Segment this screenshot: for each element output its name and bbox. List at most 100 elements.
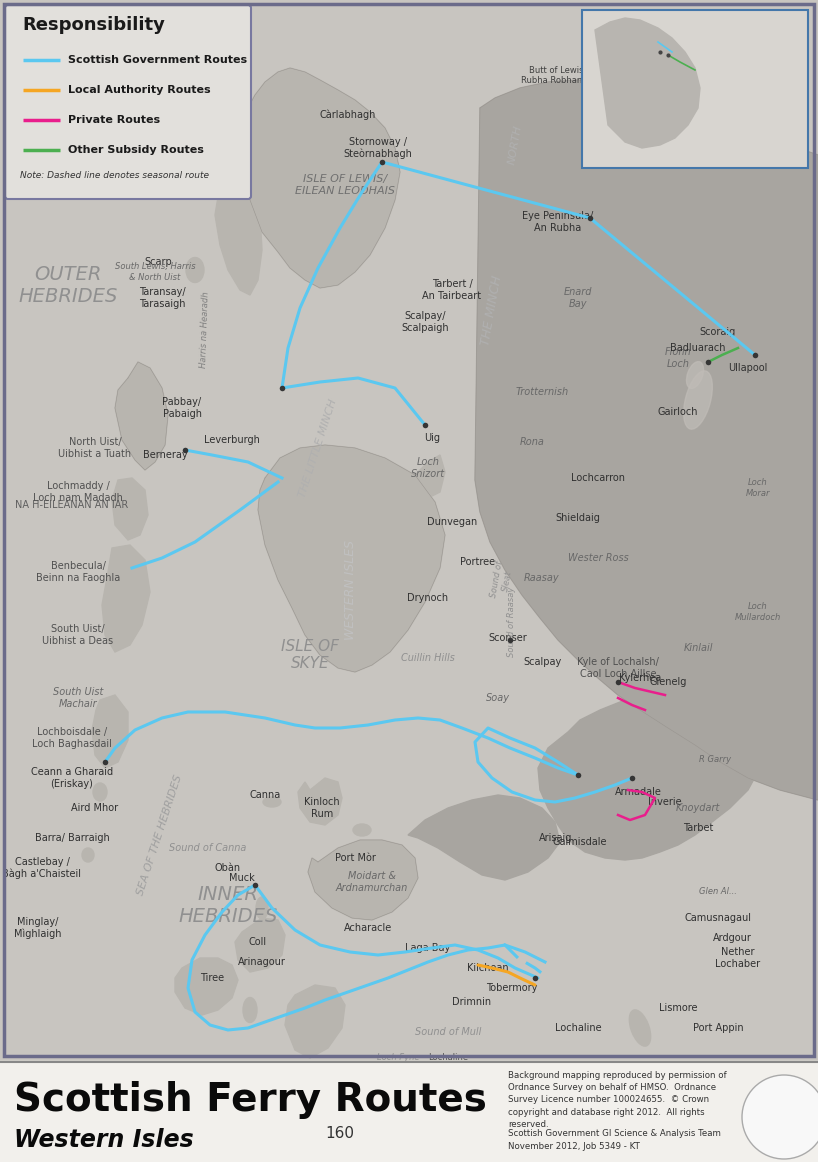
- Text: Soay: Soay: [486, 693, 510, 703]
- Text: Loch
Mullardoch: Loch Mullardoch: [735, 602, 781, 622]
- Text: Wester Ross: Wester Ross: [568, 553, 628, 564]
- Text: Port of Ness /
Port Nis: Port of Ness / Port Nis: [614, 52, 670, 72]
- Text: Obàn: Obàn: [215, 863, 241, 873]
- Text: Scottish Ferry Routes: Scottish Ferry Routes: [14, 1081, 487, 1119]
- Text: Arinagour: Arinagour: [238, 957, 286, 967]
- Text: Kinloch
Rum: Kinloch Rum: [304, 797, 339, 819]
- Text: Kilchoan: Kilchoan: [467, 963, 509, 973]
- Polygon shape: [92, 695, 128, 768]
- Text: 160: 160: [326, 1126, 354, 1141]
- Text: Port Mòr: Port Mòr: [335, 853, 375, 863]
- Text: Loch Fyne: Loch Fyne: [377, 1054, 420, 1062]
- Text: Sound of Mull: Sound of Mull: [415, 1027, 481, 1037]
- Polygon shape: [308, 840, 418, 920]
- Text: Tobermory: Tobermory: [487, 983, 537, 994]
- Text: Scarp: Scarp: [144, 257, 172, 267]
- Text: Rona: Rona: [519, 437, 545, 447]
- Text: Pabbay/
Pabaigh: Pabbay/ Pabaigh: [163, 397, 201, 418]
- Text: Arisaig: Arisaig: [539, 833, 573, 842]
- Text: Scalpay: Scalpay: [523, 657, 561, 667]
- Text: Responsibility: Responsibility: [22, 16, 165, 34]
- Text: Glen Al...: Glen Al...: [699, 888, 737, 897]
- Polygon shape: [112, 478, 148, 540]
- Text: Càrlabhagh: Càrlabhagh: [320, 109, 376, 120]
- Ellipse shape: [243, 997, 257, 1023]
- Text: Loch
Snizort: Loch Snizort: [411, 457, 445, 479]
- Text: Camusnagaul: Camusnagaul: [685, 913, 752, 923]
- Text: Scottish Government Routes: Scottish Government Routes: [68, 55, 247, 65]
- Text: Leverburgh: Leverburgh: [204, 435, 260, 445]
- Text: Barra/ Barraigh: Barra/ Barraigh: [34, 833, 110, 842]
- Text: Cuillin Hills: Cuillin Hills: [401, 653, 455, 664]
- Text: Coll: Coll: [249, 937, 267, 947]
- Text: Knoydart: Knoydart: [676, 803, 720, 813]
- Polygon shape: [175, 957, 238, 1014]
- Polygon shape: [115, 363, 168, 469]
- Ellipse shape: [353, 824, 371, 835]
- Text: Berneray: Berneray: [142, 450, 187, 460]
- Text: Lochaline: Lochaline: [428, 1054, 468, 1062]
- Polygon shape: [595, 17, 700, 148]
- Polygon shape: [102, 545, 150, 652]
- Text: Scoraig: Scoraig: [700, 327, 736, 337]
- Ellipse shape: [686, 361, 703, 388]
- Text: Lismore: Lismore: [658, 1003, 697, 1013]
- Polygon shape: [298, 779, 342, 825]
- Text: SEA OF THE HEBRIDES: SEA OF THE HEBRIDES: [136, 774, 184, 897]
- Text: Other Subsidy Routes: Other Subsidy Routes: [68, 145, 204, 155]
- Text: South Uist/
Uibhist a Deas: South Uist/ Uibhist a Deas: [43, 624, 114, 646]
- Text: Fionn
Loch: Fionn Loch: [665, 347, 691, 368]
- Polygon shape: [285, 985, 345, 1057]
- Text: Tiree: Tiree: [200, 973, 224, 983]
- Text: Eye Peninsula/
An Rubha: Eye Peninsula/ An Rubha: [523, 211, 594, 232]
- Ellipse shape: [93, 783, 107, 801]
- Text: Galmisdale: Galmisdale: [553, 837, 607, 847]
- Polygon shape: [408, 795, 560, 880]
- Text: Gairloch: Gairloch: [658, 407, 699, 417]
- FancyBboxPatch shape: [5, 5, 251, 199]
- Text: Lochmaddy /
Loch nam Madadh: Lochmaddy / Loch nam Madadh: [33, 481, 123, 503]
- Text: Kylerhea: Kylerhea: [619, 673, 661, 683]
- Polygon shape: [258, 445, 445, 672]
- Text: Sound of Raasay: Sound of Raasay: [507, 587, 516, 658]
- Text: Ceann a Gharaid
(Eriskay): Ceann a Gharaid (Eriskay): [31, 767, 113, 789]
- Text: Port Appin: Port Appin: [693, 1023, 744, 1033]
- Text: Moidart &
Ardnamurchan: Moidart & Ardnamurchan: [336, 872, 408, 892]
- Text: Portree: Portree: [461, 557, 496, 567]
- Text: North Uist/
Uibhist a Tuath: North Uist/ Uibhist a Tuath: [58, 437, 132, 459]
- Ellipse shape: [629, 1010, 650, 1046]
- Text: Shieldaig: Shieldaig: [555, 512, 600, 523]
- Text: INNER
HEBRIDES: INNER HEBRIDES: [178, 884, 277, 925]
- Text: Ullapool: Ullapool: [728, 363, 767, 373]
- Polygon shape: [245, 69, 400, 288]
- Text: ISLE OF
SKYE: ISLE OF SKYE: [281, 639, 339, 672]
- Ellipse shape: [263, 797, 281, 806]
- Text: Local Authority Routes: Local Authority Routes: [68, 85, 210, 95]
- Text: Lochcarron: Lochcarron: [571, 473, 625, 483]
- Text: Trotternish: Trotternish: [515, 387, 569, 397]
- Bar: [0, 1062, 818, 1162]
- Text: Private Routes: Private Routes: [68, 115, 160, 125]
- Text: THE MINCH: THE MINCH: [479, 274, 505, 346]
- Text: NA H-EILEANAN AN IAR: NA H-EILEANAN AN IAR: [16, 500, 128, 510]
- Text: Sound of Canna: Sound of Canna: [169, 842, 247, 853]
- Polygon shape: [640, 755, 715, 818]
- Bar: [582, 10, 808, 168]
- Text: Background mapping reproduced by permission of
Ordnance Survey on behalf of HMSO: Background mapping reproduced by permiss…: [508, 1071, 726, 1128]
- Polygon shape: [538, 693, 760, 860]
- Text: South Lewis, Harris
& North Uist: South Lewis, Harris & North Uist: [115, 263, 196, 281]
- Polygon shape: [215, 108, 262, 295]
- Ellipse shape: [256, 897, 268, 919]
- Text: Castlebay /
Bàgh a'Chaisteil: Castlebay / Bàgh a'Chaisteil: [2, 856, 82, 880]
- Text: R Garry: R Garry: [699, 755, 731, 765]
- Text: Uig: Uig: [424, 433, 440, 443]
- Text: OUTER
HEBRIDES: OUTER HEBRIDES: [18, 265, 118, 306]
- Ellipse shape: [82, 848, 94, 862]
- Polygon shape: [415, 456, 445, 498]
- Text: Loch
Morar: Loch Morar: [746, 479, 771, 497]
- Text: South Uist
Machair: South Uist Machair: [53, 687, 103, 709]
- Text: Lochboisdale /
Loch Baghasdail: Lochboisdale / Loch Baghasdail: [32, 727, 112, 748]
- Text: Tarbet: Tarbet: [683, 823, 713, 833]
- Text: Ardgour: Ardgour: [712, 933, 752, 944]
- Text: Enard
Bay: Enard Bay: [564, 287, 592, 309]
